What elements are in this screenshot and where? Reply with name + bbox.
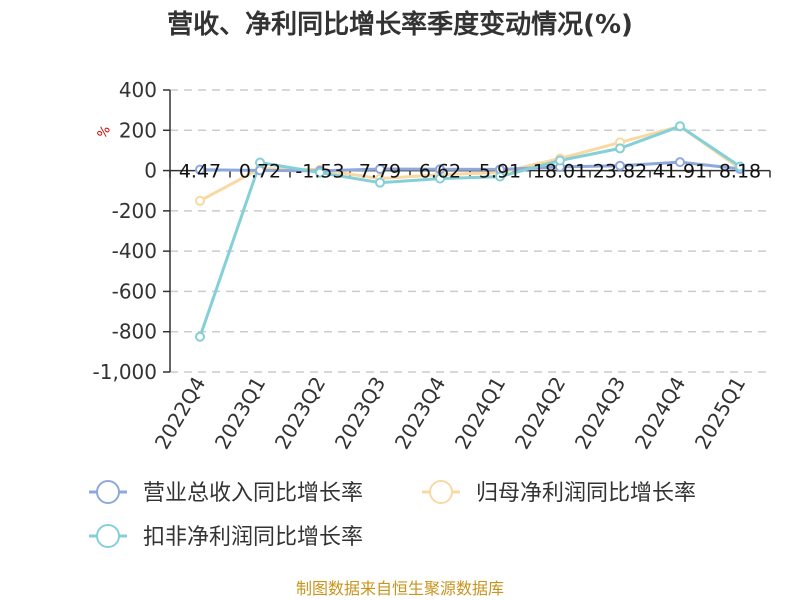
data-point: [195, 164, 205, 175]
legend-circle-marker: [96, 524, 120, 548]
data-label: 5.91: [479, 161, 521, 183]
data-label: 4.47: [179, 161, 221, 183]
data-point: [375, 164, 385, 175]
x-tick-label: 2023Q2: [270, 373, 330, 454]
data-point: [315, 167, 325, 178]
data-point: [555, 155, 565, 166]
data-label: -1.53: [295, 161, 344, 183]
legend-label: 扣非净利润同比增长率: [143, 525, 363, 550]
y-axis-unit-label: %: [95, 123, 114, 141]
legend-circle-marker: [96, 480, 120, 504]
x-tick-label: 2023Q4: [390, 373, 450, 454]
legend-label: 营业总收入同比增长率: [143, 481, 363, 506]
data-label: 6.62: [419, 161, 461, 183]
x-tick-label: 2022Q4: [150, 373, 210, 454]
x-tick-label: 2024Q4: [630, 373, 690, 454]
legend-circle-marker: [429, 480, 453, 504]
y-tick-label: -400: [112, 239, 157, 263]
data-label: 0.72: [239, 161, 281, 183]
grid-lines: [170, 89, 770, 373]
series-line: [198, 124, 741, 338]
x-tick-label: 2024Q2: [510, 373, 570, 454]
series-line: [199, 124, 741, 203]
data-label: 7.79: [359, 161, 401, 183]
data-point: [495, 171, 505, 182]
legend-item: 归母净利润同比增长率: [422, 480, 696, 506]
data-point: [675, 121, 685, 132]
chart-title: 营收、净利同比增长率季度变动情况(%): [167, 9, 633, 40]
y-tick-label: -200: [112, 199, 157, 223]
y-tick-label: 200: [119, 118, 157, 142]
data-label: 23.82: [593, 161, 647, 183]
y-tick-label: 0: [144, 159, 157, 183]
data-point: [195, 331, 205, 342]
data-point: [615, 143, 625, 154]
x-tick-label: 2025Q1: [690, 373, 750, 454]
data-point: [615, 160, 625, 171]
data-point: [195, 195, 205, 206]
data-label: 18.01: [533, 161, 587, 183]
series-line: [199, 160, 741, 173]
x-tick-label: 2024Q3: [570, 373, 630, 454]
legend-item: 扣非净利润同比增长率: [89, 524, 363, 550]
y-tick-label: 400: [119, 78, 157, 102]
data-point: [435, 164, 445, 175]
data-label: 8.18: [719, 161, 761, 183]
data-label: 41.91: [653, 161, 707, 183]
y-tick-label: -600: [112, 279, 157, 303]
x-tick-label: 2023Q1: [210, 373, 270, 454]
series-lines: [198, 124, 741, 338]
series-points: [195, 121, 745, 342]
data-labels: 4.47 0.72 -1.53 7.79 6.62 5.91 18.01 23.82 41.91…: [179, 161, 761, 183]
data-point: [255, 157, 265, 168]
x-tick-label: 2024Q1: [450, 373, 510, 454]
data-point: [735, 161, 745, 172]
y-tick-label: -800: [112, 320, 157, 344]
legend-label: 归母净利润同比增长率: [476, 481, 696, 506]
y-axis: 400 200 0 -200 -400 -600 -800 -1,000: [93, 78, 171, 384]
data-source-note: 制图数据来自恒生聚源数据库: [296, 579, 504, 598]
data-point: [435, 173, 445, 184]
data-point: [375, 177, 385, 188]
x-tick-label: 2023Q3: [330, 373, 390, 454]
y-tick-label: -1,000: [93, 360, 157, 384]
legend-item: 营业总收入同比增长率: [89, 480, 363, 506]
data-point: [675, 157, 685, 168]
